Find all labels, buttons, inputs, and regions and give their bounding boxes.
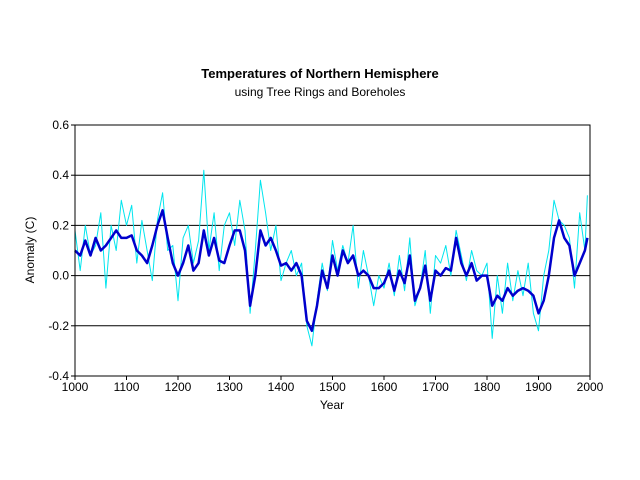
x-tick-label: 1300 bbox=[216, 380, 243, 394]
x-tick-label: 2000 bbox=[577, 380, 604, 394]
y-axis-label: Anomaly (C) bbox=[23, 217, 37, 284]
y-tick-label: 0.2 bbox=[52, 218, 69, 232]
x-tick-label: 1800 bbox=[474, 380, 501, 394]
gridlines bbox=[75, 124, 590, 377]
series-layer bbox=[74, 169, 589, 347]
x-tick-label: 1400 bbox=[268, 380, 295, 394]
y-tick-label: -0.2 bbox=[48, 319, 69, 333]
y-axis-ticks: 0.6 0.4 0.2 0.0 -0.2 -0.4 bbox=[48, 118, 75, 383]
x-tick-label: 1200 bbox=[165, 380, 192, 394]
x-tick-label: 1000 bbox=[62, 380, 89, 394]
y-tick-label: 0.4 bbox=[52, 168, 69, 182]
series-points bbox=[74, 210, 588, 331]
x-axis-label: Year bbox=[320, 398, 344, 412]
chart-subtitle: using Tree Rings and Boreholes bbox=[234, 85, 406, 99]
plot-area-frame bbox=[74, 124, 591, 377]
x-tick-label: 1600 bbox=[371, 380, 398, 394]
x-tick-label: 1100 bbox=[114, 380, 140, 394]
x-tick-label: 1500 bbox=[319, 380, 346, 394]
series-line-smoothed bbox=[74, 209, 589, 333]
chart-title: Temperatures of Northern Hemisphere bbox=[201, 66, 439, 81]
x-axis-ticks: 1000 1100 1200 1300 1400 1500 1600 1700 1800 1900… bbox=[62, 376, 604, 394]
x-tick-label: 1900 bbox=[525, 380, 552, 394]
y-tick-label: -0.4 bbox=[48, 369, 69, 383]
y-tick-label: 0.0 bbox=[52, 269, 69, 283]
y-tick-label: 0.6 bbox=[52, 118, 69, 132]
x-tick-label: 1700 bbox=[422, 380, 449, 394]
